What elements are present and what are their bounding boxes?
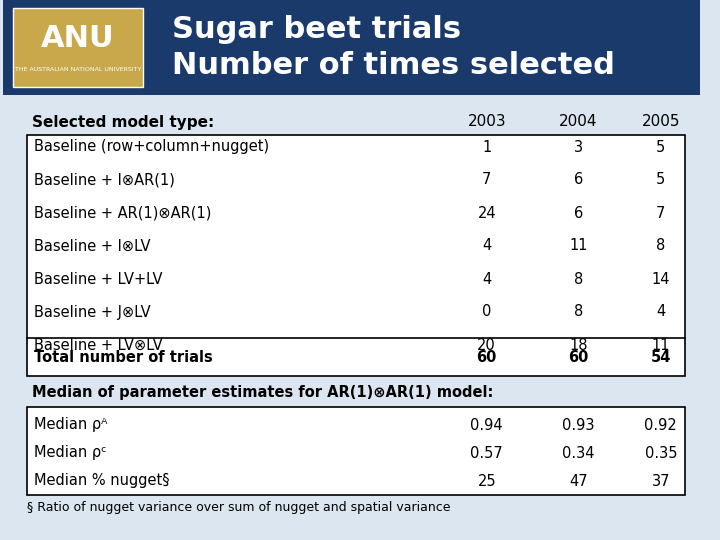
Text: Baseline + I⊗AR(1): Baseline + I⊗AR(1) [34,172,175,187]
Text: 14: 14 [652,272,670,287]
Text: Sugar beet trials: Sugar beet trials [172,16,462,44]
Text: 3: 3 [574,139,583,154]
Text: 1: 1 [482,139,491,154]
Text: 5: 5 [656,172,665,187]
Text: 24: 24 [477,206,496,220]
Text: Baseline + LV+LV: Baseline + LV+LV [34,272,163,287]
Text: 6: 6 [574,206,583,220]
Text: 8: 8 [574,272,583,287]
FancyBboxPatch shape [27,135,685,376]
Text: Baseline + LV⊗LV: Baseline + LV⊗LV [34,338,163,353]
Text: 54: 54 [651,350,671,366]
Text: 18: 18 [570,338,588,353]
Text: 0.57: 0.57 [470,446,503,461]
Text: 7: 7 [656,206,665,220]
FancyBboxPatch shape [27,407,685,495]
Text: Baseline + J⊗LV: Baseline + J⊗LV [34,305,150,320]
Text: 0.92: 0.92 [644,417,678,433]
Text: 11: 11 [570,239,588,253]
Text: 47: 47 [570,474,588,489]
Text: Baseline + I⊗LV: Baseline + I⊗LV [34,239,150,253]
Text: Median ρᴬ: Median ρᴬ [34,417,107,433]
Text: THE AUSTRALIAN NATIONAL UNIVERSITY: THE AUSTRALIAN NATIONAL UNIVERSITY [15,67,141,72]
Text: 0.93: 0.93 [562,417,595,433]
Text: Median of parameter estimates for AR(1)⊗AR(1) model:: Median of parameter estimates for AR(1)⊗… [32,386,493,401]
Text: 2003: 2003 [467,114,506,130]
Text: 0.35: 0.35 [644,446,677,461]
Text: 2004: 2004 [559,114,598,130]
Text: Baseline (row+column+nugget): Baseline (row+column+nugget) [34,139,269,154]
Text: 0.94: 0.94 [470,417,503,433]
Text: 2005: 2005 [642,114,680,130]
Text: 4: 4 [656,305,665,320]
Text: 8: 8 [656,239,665,253]
Text: Selected model type:: Selected model type: [32,114,215,130]
Text: 8: 8 [574,305,583,320]
Text: Baseline + AR(1)⊗AR(1): Baseline + AR(1)⊗AR(1) [34,206,212,220]
Text: 7: 7 [482,172,492,187]
Text: 0: 0 [482,305,492,320]
FancyBboxPatch shape [13,8,143,87]
Text: § Ratio of nugget variance over sum of nugget and spatial variance: § Ratio of nugget variance over sum of n… [27,501,451,514]
Text: Median % nugget§: Median % nugget§ [34,474,170,489]
Text: 0.34: 0.34 [562,446,595,461]
Text: 6: 6 [574,172,583,187]
Text: 5: 5 [656,139,665,154]
Text: Total number of trials: Total number of trials [34,350,213,366]
Text: 4: 4 [482,272,491,287]
Text: Median ρᶜ: Median ρᶜ [34,446,107,461]
Text: 25: 25 [477,474,496,489]
Text: Number of times selected: Number of times selected [172,51,616,79]
Text: 60: 60 [568,350,589,366]
Text: ANU: ANU [41,24,115,52]
Text: 37: 37 [652,474,670,489]
Text: 11: 11 [652,338,670,353]
FancyBboxPatch shape [3,0,700,95]
Text: 4: 4 [482,239,491,253]
Text: 60: 60 [477,350,497,366]
Text: 20: 20 [477,338,496,353]
